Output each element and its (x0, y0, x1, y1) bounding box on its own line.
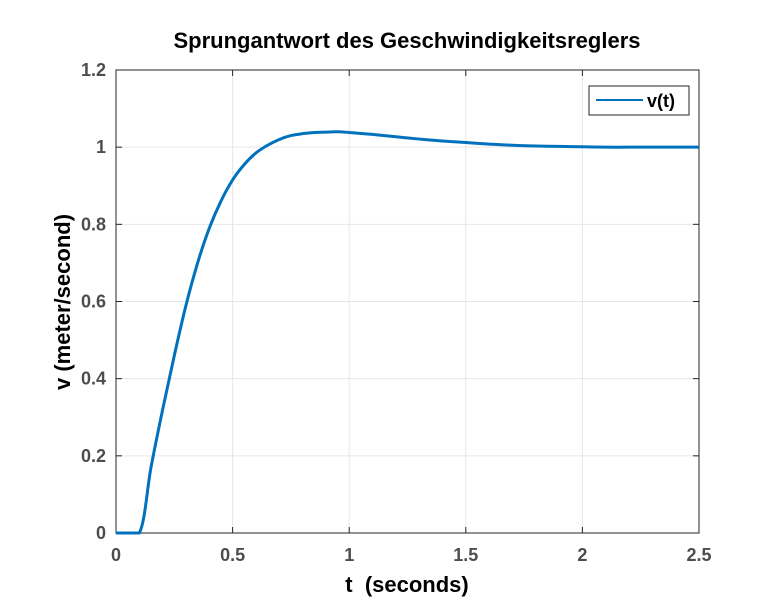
y-tick-label-4: 0.8 (81, 214, 106, 234)
x-tick-label-1: 0.5 (220, 545, 245, 565)
grid-layer (116, 70, 699, 533)
y-tick-label-0: 0 (96, 523, 106, 543)
y-tick-label-3: 0.6 (81, 292, 106, 312)
y-tick-label-5: 1 (96, 137, 106, 157)
x-tick-label-2: 1 (344, 545, 354, 565)
series-line-0 (116, 130, 699, 535)
tick-layer: 0 0.5 1 1.5 2 2.5 0 0.2 0.4 0.6 0.8 1 1.2 (81, 60, 712, 565)
x-tick-label-4: 2 (577, 545, 587, 565)
chart-title: Sprungantwort des Geschwindigkeitsregler… (174, 28, 641, 53)
y-axis-label: v (meter/second) (50, 214, 75, 390)
x-tick-label-0: 0 (111, 545, 121, 565)
legend: v(t) (588, 85, 690, 116)
y-tick-label-6: 1.2 (81, 60, 106, 80)
legend-label: v(t) (647, 91, 675, 111)
y-tick-label-2: 0.4 (81, 369, 106, 389)
x-tick-label-3: 1.5 (453, 545, 478, 565)
series-layer (116, 130, 699, 535)
x-axis-label: t (seconds) (345, 572, 468, 597)
x-tick-label-5: 2.5 (686, 545, 711, 565)
y-tick-label-1: 0.2 (81, 446, 106, 466)
